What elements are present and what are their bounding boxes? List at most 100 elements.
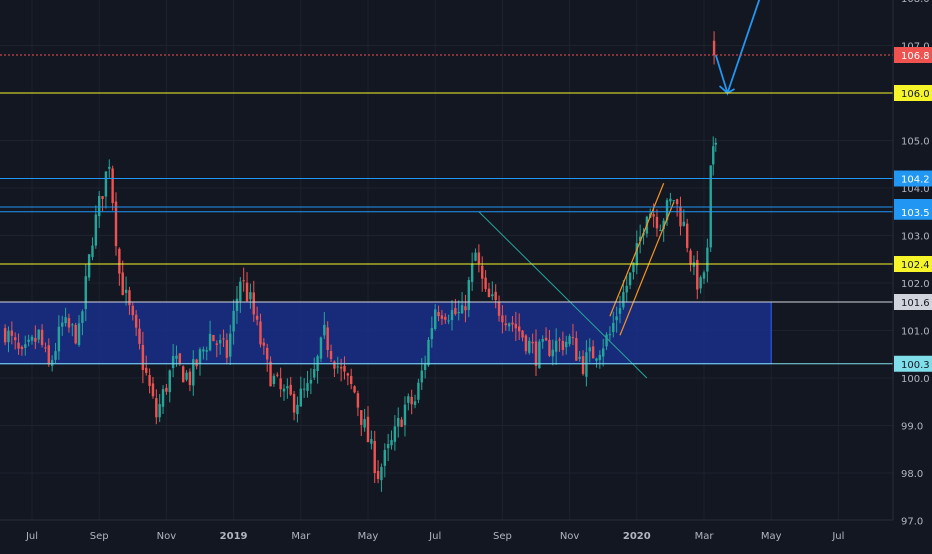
candle-body — [457, 312, 460, 314]
candle-body — [313, 369, 316, 378]
candle-body — [87, 254, 91, 278]
candle-body — [212, 334, 215, 342]
candle-body — [255, 315, 259, 320]
candle-body — [692, 262, 696, 267]
candle-body — [497, 301, 501, 316]
candle-body — [628, 272, 632, 286]
candle-body — [366, 416, 370, 443]
candle-body — [511, 322, 514, 325]
x-tick-label: May — [761, 531, 782, 542]
candle-body — [548, 339, 551, 356]
candle-body — [282, 388, 286, 392]
candle-body — [195, 359, 198, 367]
candle-body — [612, 322, 615, 332]
candle-body — [27, 339, 30, 342]
candle-body — [323, 324, 326, 336]
candle-body — [145, 367, 148, 373]
x-tick-label: Sep — [493, 531, 512, 542]
candle-body — [383, 449, 386, 466]
candle-body — [350, 375, 353, 385]
y-tick-label: 99.0 — [901, 422, 923, 433]
y-tick-label: 100.0 — [901, 374, 930, 385]
candle-body — [413, 401, 417, 405]
candle-body — [625, 285, 628, 293]
x-axis: Jul Sep Nov 2019 Mar May Jul Sep Nov 2020 Mar May Ju… — [0, 519, 893, 550]
y-tick-label: 103.0 — [901, 232, 930, 243]
candle-body — [602, 348, 605, 357]
x-tick-label: May — [358, 531, 379, 542]
candle-body — [501, 315, 504, 323]
candle-body — [353, 386, 356, 393]
y-tick-label: 97.0 — [901, 517, 923, 528]
candle-body — [407, 396, 410, 403]
candle-body — [74, 324, 77, 344]
candle-body — [128, 290, 131, 306]
candle-body — [336, 366, 339, 368]
candle-body — [252, 292, 255, 315]
candle-body — [417, 382, 420, 400]
candle-body — [665, 200, 669, 221]
x-tick-label: Nov — [157, 531, 177, 542]
candle-body — [622, 292, 625, 308]
y-tick-label: 98.0 — [901, 469, 923, 480]
candle-body — [222, 338, 225, 340]
candle-body — [544, 337, 548, 341]
level-price-tag — [894, 294, 932, 310]
candle-body — [161, 389, 165, 407]
candle-body — [467, 280, 470, 310]
candle-body — [669, 198, 672, 202]
candle-body — [326, 327, 329, 351]
candle-body — [208, 333, 212, 351]
candle-body — [380, 466, 383, 481]
level-price-tag — [894, 355, 932, 372]
candle-body — [329, 351, 333, 359]
candle-body — [61, 322, 64, 327]
candle-body — [524, 335, 528, 352]
candle-body — [171, 356, 175, 369]
candle-body — [84, 276, 87, 310]
demand-zone-rect — [0, 301, 772, 365]
x-axis-background — [0, 520, 893, 550]
candle-body — [434, 309, 437, 329]
candle-body — [440, 315, 444, 319]
candle-body — [655, 216, 659, 229]
candle-body — [289, 384, 292, 395]
candle-body — [363, 419, 366, 428]
candle-body — [477, 252, 481, 264]
candle-body — [615, 316, 618, 321]
candle-body — [64, 317, 67, 324]
candle-body — [491, 294, 494, 297]
candle-body — [689, 250, 692, 265]
candle-body — [578, 356, 581, 359]
candle-body — [403, 404, 407, 426]
candle-body — [686, 223, 689, 248]
candle-body — [286, 386, 289, 389]
candle-body — [531, 341, 534, 344]
horizontal-levels — [0, 54, 893, 365]
y-axis[interactable]: 97.0 98.0 99.0 100.0 101.0 102.0 103.0 104.0 105… — [892, 0, 932, 550]
candle-body — [528, 340, 531, 353]
level-price-label: 100.3 — [901, 360, 930, 371]
candle-body — [423, 363, 427, 370]
candle-body — [269, 361, 272, 387]
candle-body — [460, 305, 464, 314]
trendline — [478, 211, 648, 379]
candle-body — [54, 351, 57, 360]
candle-body — [229, 333, 232, 357]
candle-body — [447, 320, 450, 322]
candle-body — [14, 337, 17, 341]
candle-body — [188, 371, 192, 386]
candle-body — [111, 168, 114, 204]
candle-body — [581, 356, 585, 375]
candle-body — [67, 318, 71, 328]
candle-body — [302, 388, 306, 390]
candle-body — [121, 272, 124, 295]
candle-body — [272, 375, 276, 385]
candle-body — [518, 326, 521, 332]
candle-body — [504, 323, 507, 326]
candle-body — [266, 347, 269, 360]
candle-body — [632, 262, 635, 273]
candle-body — [672, 200, 675, 202]
